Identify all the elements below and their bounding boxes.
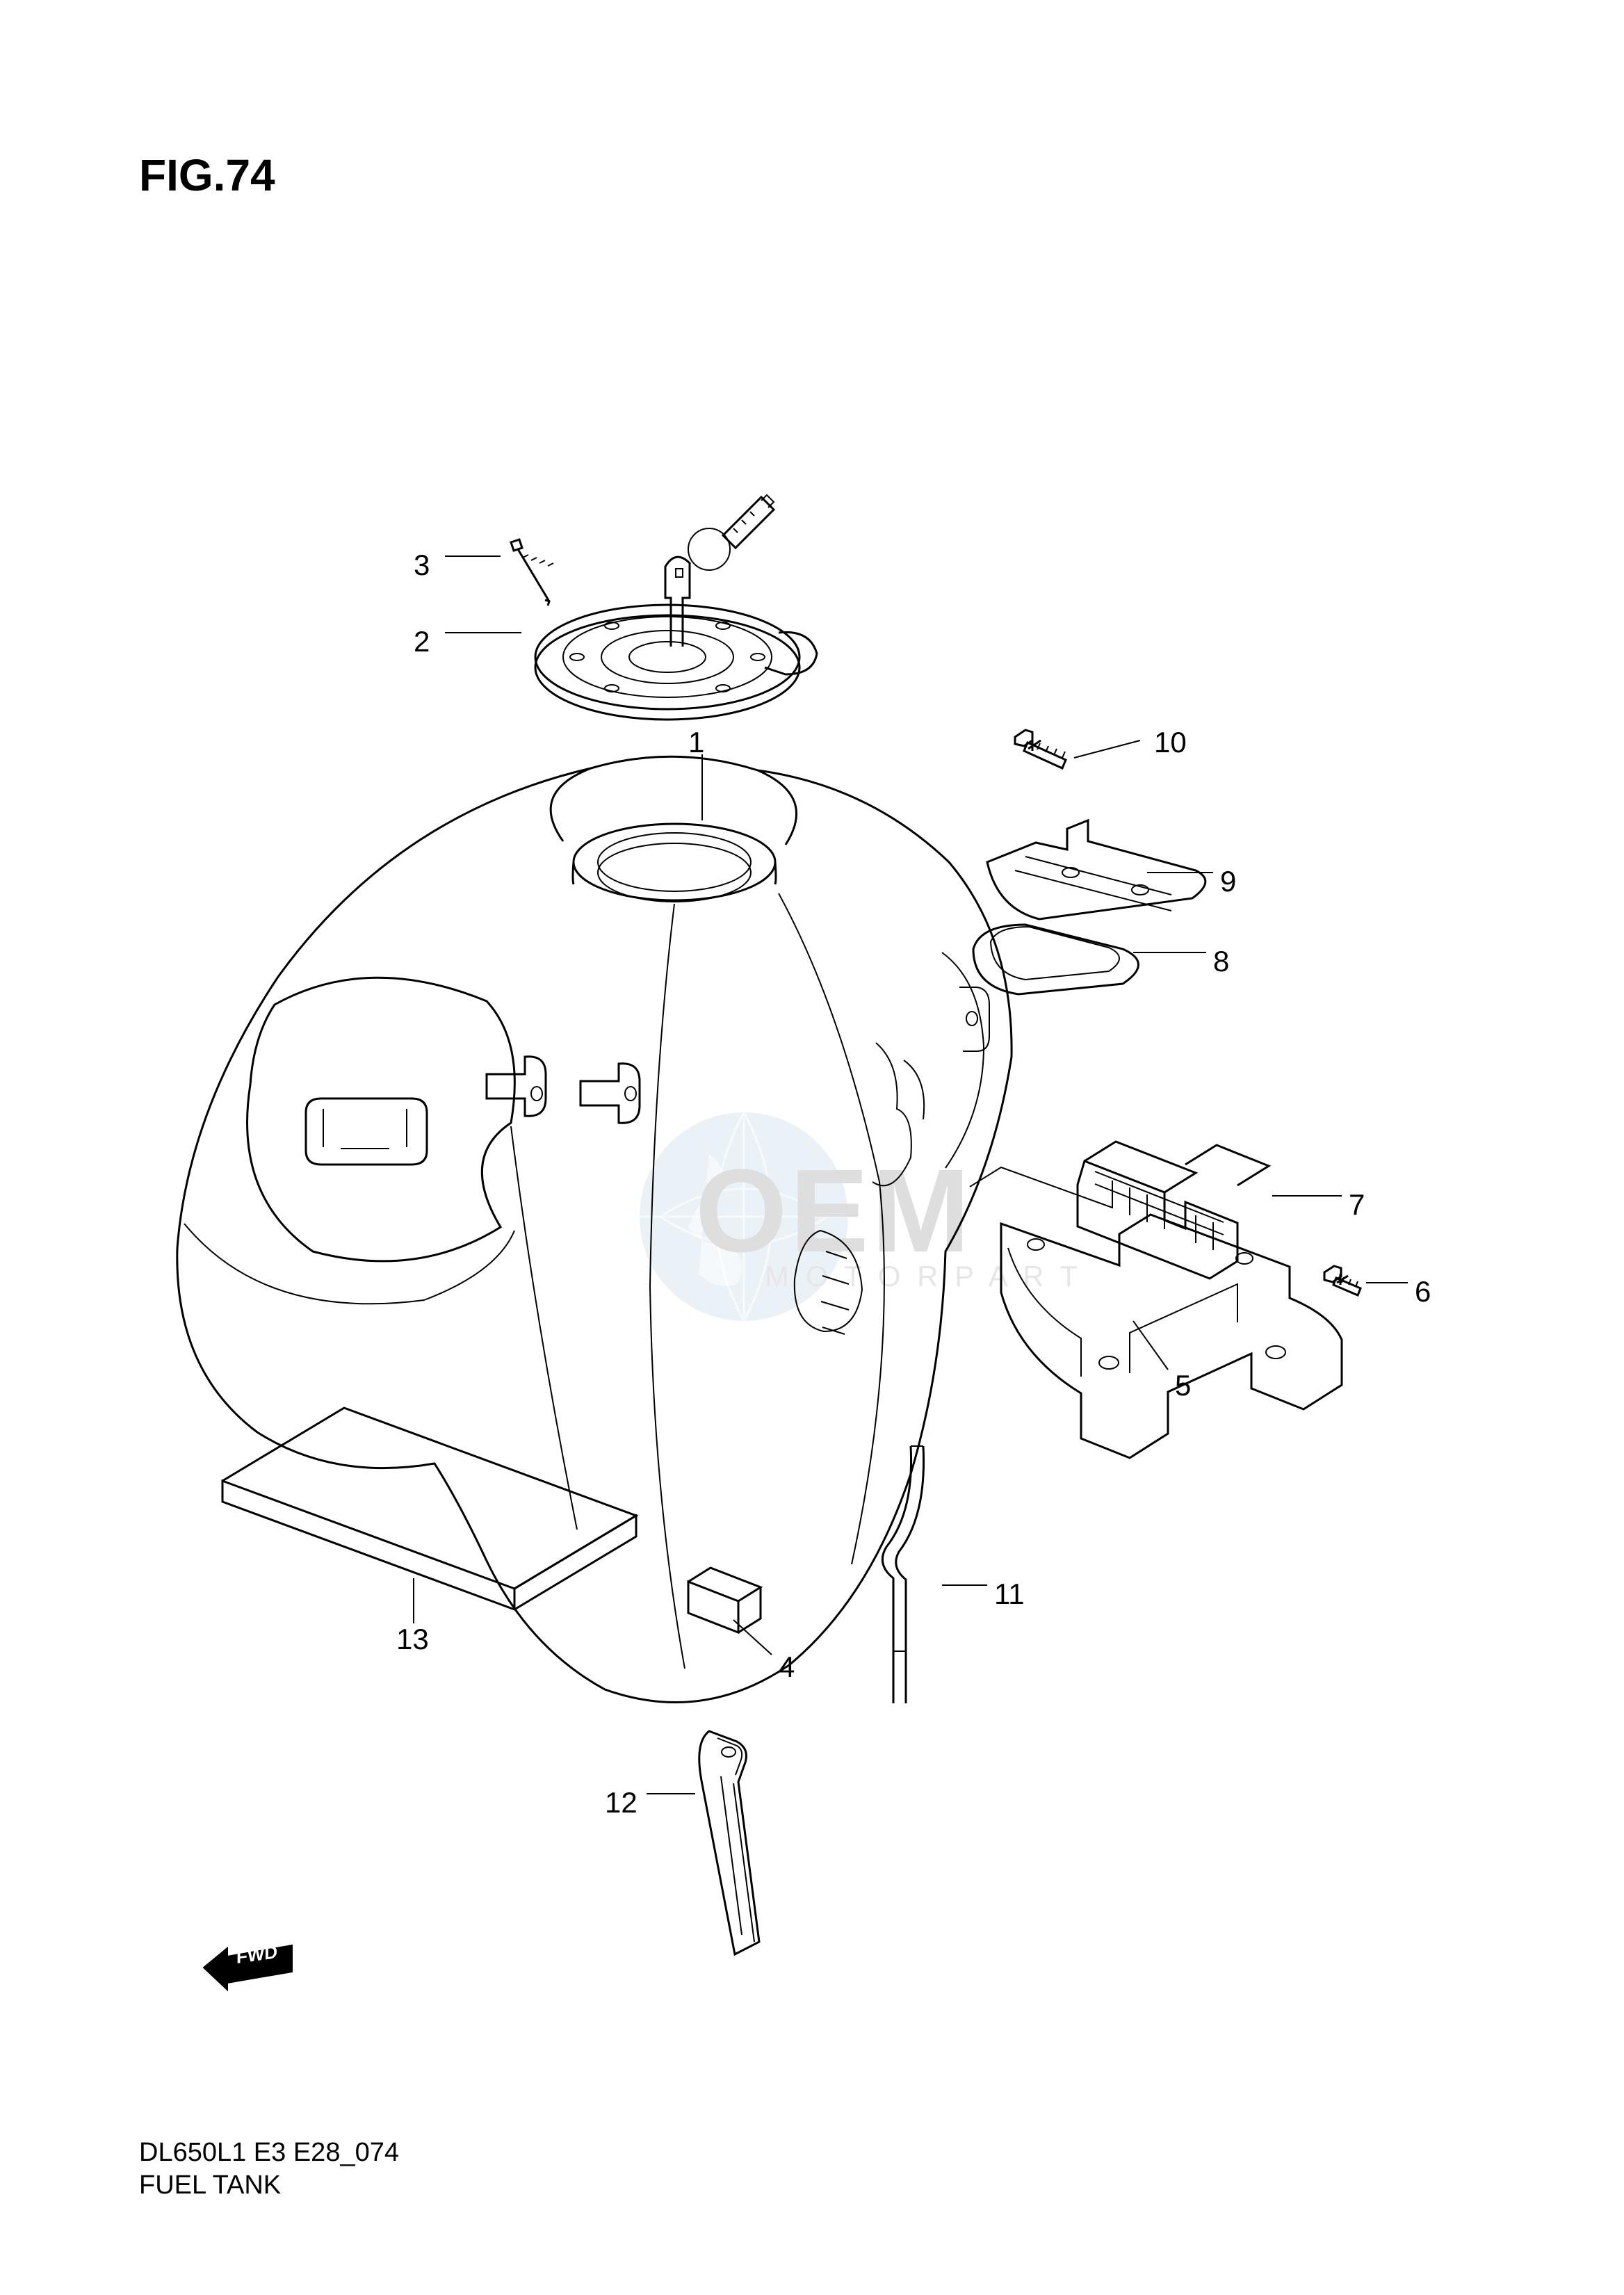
callout-8: 8 [1213, 945, 1229, 978]
part-5-bracket-rear [970, 1167, 1342, 1458]
footer-code: DL650L1 E3 E28_074 [139, 2138, 399, 2168]
part-9-bracket-upper [987, 820, 1205, 919]
part-7-connector [1078, 1142, 1269, 1279]
part-10-bolt [1015, 730, 1066, 768]
part-3-screw [511, 540, 553, 606]
callout-7: 7 [1349, 1188, 1365, 1222]
part-8-gasket [973, 925, 1139, 994]
part-11-hose [882, 1446, 923, 1703]
callout-12: 12 [605, 1786, 638, 1819]
callout-3: 3 [414, 549, 430, 582]
callout-11: 11 [994, 1578, 1025, 1611]
callout-10: 10 [1154, 726, 1187, 759]
callout-5: 5 [1175, 1369, 1191, 1402]
part-6-bolt [1324, 1266, 1361, 1295]
footer-name: FUEL TANK [139, 2171, 281, 2200]
callout-6: 6 [1415, 1275, 1431, 1308]
fwd-badge: FWD [198, 1933, 302, 1999]
part-13-plate [222, 1408, 636, 1609]
fwd-badge-svg: FWD [198, 1933, 302, 1995]
callout-2: 2 [414, 625, 430, 658]
leader-lines [414, 556, 1408, 1794]
callout-1: 1 [688, 726, 704, 759]
part-12-strap [699, 1731, 759, 1954]
callout-4: 4 [779, 1651, 795, 1684]
part-4-cushion [688, 1568, 761, 1632]
part-2-fuel-cap [535, 495, 817, 720]
callout-9: 9 [1220, 865, 1236, 898]
page: FIG.74 OEM M O T O R P A R T S [0, 0, 1624, 2295]
callout-13: 13 [396, 1623, 429, 1656]
